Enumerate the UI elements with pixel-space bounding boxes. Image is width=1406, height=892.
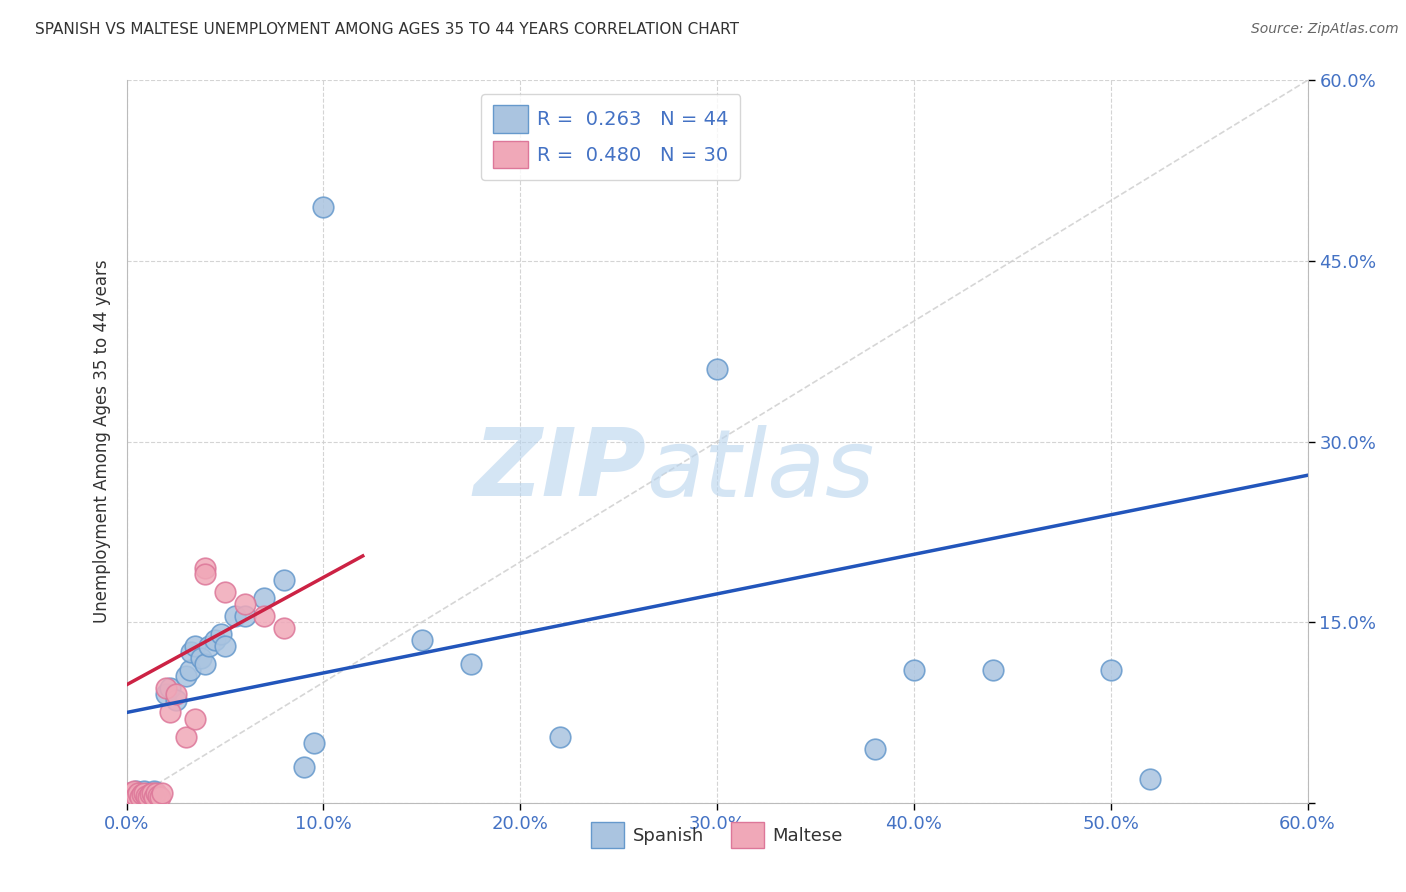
Point [117,786,139,800]
Point [190,651,212,665]
Point [903,664,925,678]
Point [292,760,315,774]
Point [136,786,159,800]
Point [224,609,246,624]
Point [981,664,1004,678]
Point [125,789,148,803]
Point [146,789,169,803]
Point [136,789,159,804]
Legend: Spanish, Maltese: Spanish, Maltese [583,815,851,855]
Point [159,681,181,696]
Point [127,786,149,800]
Point [706,362,728,376]
Point [145,786,167,800]
Point [548,730,571,744]
Point [198,639,221,653]
Point [214,639,236,653]
Point [143,789,166,804]
Point [209,627,232,641]
Point [204,633,226,648]
Point [149,789,172,804]
Point [165,687,187,701]
Point [233,609,256,624]
Point [127,786,149,800]
Point [131,789,153,804]
Point [1139,772,1161,786]
Point [312,200,335,214]
Point [184,712,207,726]
Point [273,573,295,587]
Point [194,561,217,575]
Point [125,784,148,798]
Point [180,645,202,659]
Point [134,784,156,798]
Point [120,789,142,803]
Point [134,786,156,800]
Point [124,789,146,804]
Point [159,706,181,720]
Point [117,789,139,804]
Point [121,789,143,803]
Point [253,591,276,605]
Point [194,657,217,672]
Point [174,730,197,744]
Text: ZIP: ZIP [474,425,647,516]
Point [143,784,166,798]
Point [214,585,236,599]
Point [1099,664,1122,678]
Point [141,786,163,800]
Point [233,597,256,611]
Point [150,786,173,800]
Point [139,788,162,802]
Point [129,789,152,804]
Text: atlas: atlas [647,425,875,516]
Point [115,789,138,804]
Point [411,633,433,648]
Point [120,786,142,800]
Point [124,784,146,798]
Point [184,639,207,653]
Point [145,786,167,800]
Point [155,681,177,696]
Text: SPANISH VS MALTESE UNEMPLOYMENT AMONG AGES 35 TO 44 YEARS CORRELATION CHART: SPANISH VS MALTESE UNEMPLOYMENT AMONG AG… [35,22,740,37]
Text: Source: ZipAtlas.com: Source: ZipAtlas.com [1251,22,1399,37]
Point [253,609,276,624]
Point [135,789,157,803]
Point [131,788,153,802]
Point [194,567,217,582]
Point [129,789,152,803]
Point [302,735,325,749]
Point [174,669,197,683]
Point [273,621,295,635]
Point [155,687,177,701]
Point [863,741,886,756]
Point [179,664,201,678]
Point [139,789,162,803]
Y-axis label: Unemployment Among Ages 35 to 44 years: Unemployment Among Ages 35 to 44 years [93,260,111,624]
Point [135,789,157,804]
Point [121,786,143,800]
Point [460,657,482,672]
Point [141,786,163,800]
Point [165,693,187,707]
